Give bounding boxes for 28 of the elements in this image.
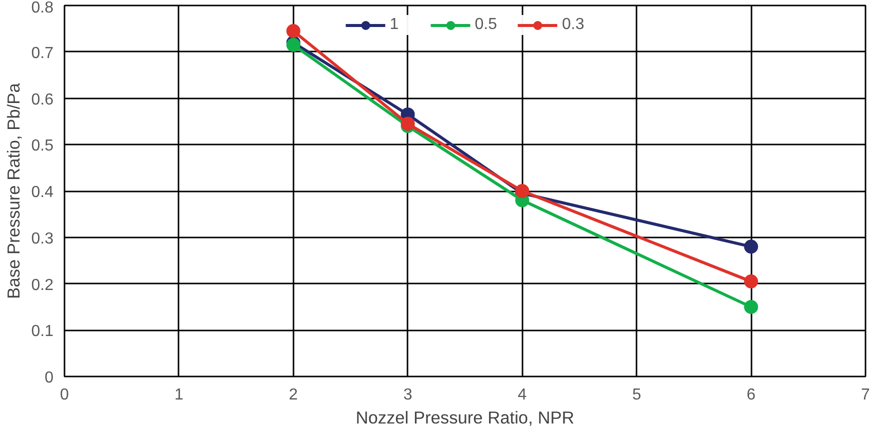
y-tick-label: 0.2 — [31, 276, 54, 294]
y-tick-label: 0.5 — [31, 138, 54, 155]
point — [744, 240, 758, 254]
x-tick-label: 3 — [403, 386, 412, 404]
x-tick-label: 0 — [60, 386, 70, 404]
y-tick-label: 0.1 — [31, 323, 54, 340]
x-tick-label: 7 — [861, 386, 870, 404]
y-axis-title: Base Pressure Ratio, Pb/Pa — [3, 82, 24, 299]
point — [286, 24, 300, 38]
y-tick-label: 0.4 — [31, 184, 54, 201]
x-axis-title: Nozzel Pressure Ratio, NPR — [356, 408, 574, 428]
y-tick-label: 0.3 — [31, 230, 54, 248]
x-tick-label: 6 — [746, 386, 756, 404]
x-tick-label: 5 — [632, 386, 642, 404]
legend-label: 0.3 — [562, 16, 584, 34]
y-tick-label: 0 — [44, 370, 54, 386]
point — [744, 274, 758, 288]
x-tick-label: 2 — [288, 386, 298, 404]
y-tick-label: 0.7 — [31, 44, 54, 62]
y-tick-label: 0.8 — [31, 0, 54, 16]
legend-label: 1 — [390, 16, 400, 34]
x-tick-label: 1 — [174, 386, 184, 404]
y-tick-label: 0.6 — [31, 91, 54, 108]
x-tick-label: 4 — [518, 386, 527, 404]
point — [400, 116, 415, 131]
legend-label: 0.5 — [474, 16, 497, 34]
point — [744, 300, 758, 314]
point — [515, 184, 530, 198]
